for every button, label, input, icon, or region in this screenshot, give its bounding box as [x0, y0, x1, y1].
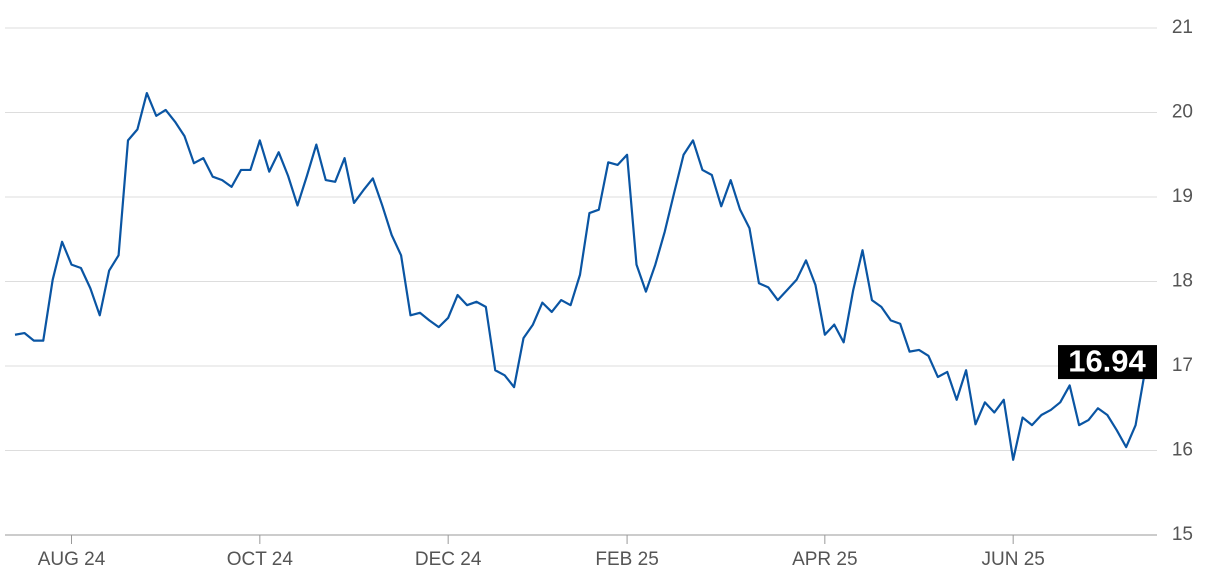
- last-value-label: 16.94: [1068, 343, 1146, 378]
- x-tick-label: DEC 24: [415, 549, 482, 570]
- x-tick-label: OCT 24: [227, 549, 294, 570]
- y-tick-label: 16: [1172, 440, 1193, 461]
- y-tick-label: 20: [1172, 102, 1193, 123]
- y-tick-label: 17: [1172, 355, 1193, 376]
- y-tick-label: 21: [1172, 17, 1193, 38]
- y-tick-label: 15: [1172, 524, 1193, 545]
- y-tick-label: 18: [1172, 271, 1193, 292]
- x-tick-label: JUN 25: [981, 549, 1044, 570]
- y-tick-label: 19: [1172, 186, 1193, 207]
- x-tick-label: AUG 24: [38, 549, 106, 570]
- last-value-badge: [1058, 345, 1157, 380]
- x-tick-label: FEB 25: [595, 549, 658, 570]
- price-line: [14, 91, 1147, 461]
- x-tick-label: APR 25: [792, 549, 857, 570]
